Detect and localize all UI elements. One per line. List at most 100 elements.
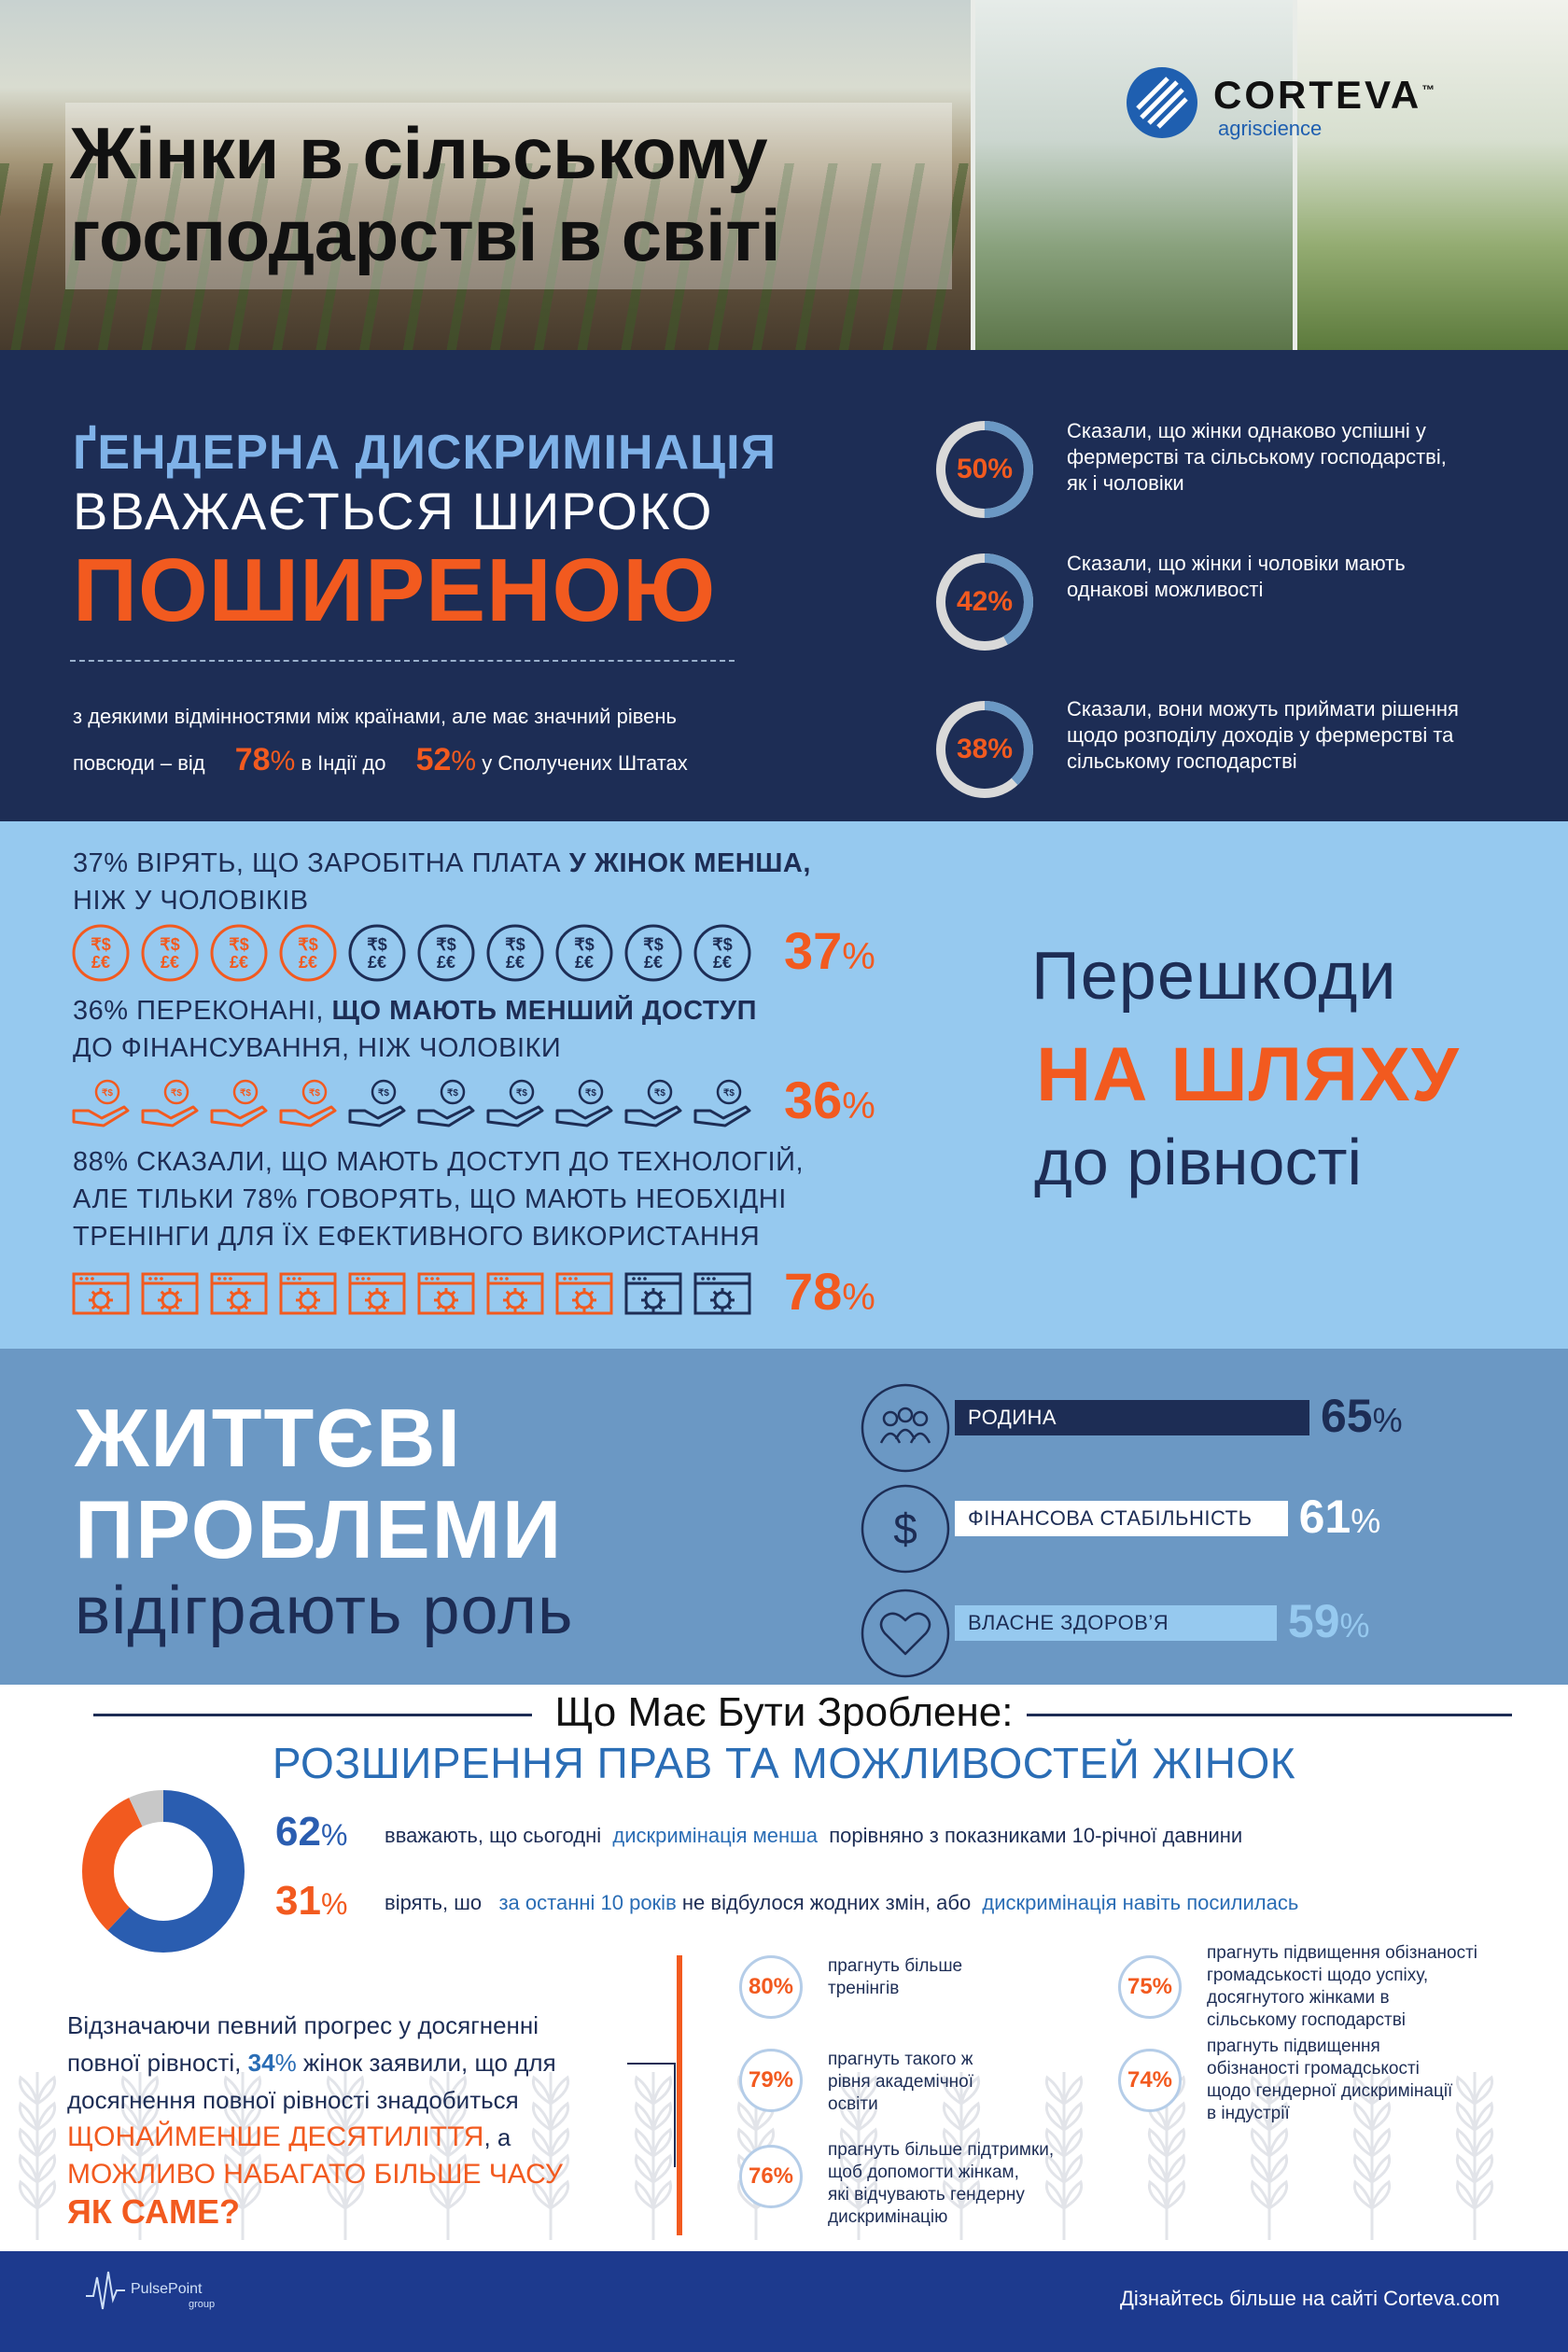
ring-fill [936,701,1033,798]
svg-text:$: $ [893,1505,917,1553]
browser-gear-icon [277,1265,339,1327]
barriers-heading-1: Перешкоди [1031,939,1397,1014]
svg-text:₹$: ₹$ [91,935,110,954]
life-percent: 65% [1321,1390,1403,1442]
svg-text:£€: £€ [230,953,248,972]
life-bar-label: ФІНАНСОВА СТАБІЛЬНІСТЬ [968,1506,1253,1530]
stat-62: 62% [275,1809,348,1855]
life-bar: РОДИНА [955,1400,1309,1435]
svg-text:₹$: ₹$ [436,935,455,954]
life-bar-label: РОДИНА [968,1406,1057,1429]
svg-text:₹$: ₹$ [643,935,663,954]
wish-text: прагнуть більше тренінгів [828,1956,963,1998]
barrier-percent: 36% [784,1071,875,1129]
discrimination-section [0,350,1568,821]
stat-62-text: вважають, що сьогодні дискримінація менш… [385,1824,1243,1847]
currency-coin-icon: ₹$ £€ [139,924,201,987]
currency-coin-icon: ₹$ £€ [208,924,270,987]
svg-text:₹$: ₹$ [102,1088,113,1099]
stat-ring: 50% [933,418,1036,521]
svg-text:£€: £€ [161,953,179,972]
currency-coin-icon: ₹$ £€ [553,924,615,987]
india-value: 78 [234,742,271,777]
heading-rule-left [93,1714,532,1716]
donut-segment [82,1790,245,1953]
browser-gear-icon [139,1265,201,1327]
svg-text:₹$: ₹$ [712,935,732,954]
currency-coin-icon: ₹$ £€ [346,924,408,987]
svg-text:£€: £€ [506,953,525,972]
browser-gear-icon [346,1265,408,1327]
svg-text:₹$: ₹$ [574,935,594,954]
title-backdrop [65,103,952,289]
discrimination-countries: повсюди – від 78% в Індії до 52% у Сполу… [73,742,688,777]
svg-text:₹$: ₹$ [723,1088,735,1099]
life-bar: ВЛАСНЕ ЗДОРОВ’Я [955,1605,1277,1641]
svg-text:£€: £€ [368,953,386,972]
ring-caption: Сказали, вони можуть приймати рішення що… [1067,697,1459,773]
svg-text:£€: £€ [299,953,317,972]
progress-paragraph: Відзначаючи певний прогрес у досягненні … [67,2011,563,2231]
discrimination-title-1: ҐЕНДЕРНА ДИСКРИМІНАЦІЯ [73,426,777,480]
ring-caption: Сказали, що жінки однаково успішні у фер… [1067,419,1447,495]
browser-gear-icon [415,1265,477,1327]
currency-coin-icon: ₹$ £€ [415,924,477,987]
dollar-icon: $ [859,1482,952,1575]
svg-text:₹$: ₹$ [240,1088,251,1099]
svg-text:₹$: ₹$ [585,1088,596,1099]
wish-percent: 76% [739,2145,803,2208]
discrimination-title-2: ВВАЖАЄТЬСЯ ШИРОКО [73,482,714,540]
barrier-icon-row [70,1265,761,1321]
hand-coin-icon: ₹$ [346,1073,408,1136]
stat-31: 31% [275,1878,348,1924]
hand-coin-icon: ₹$ [692,1073,753,1136]
barrier-icon-row: ₹$ ₹$ ₹$ ₹$ ₹$ ₹$ ₹$ ₹$ ₹$ ₹$ [70,1073,761,1129]
action-subheading: РОЗШИРЕННЯ ПРАВ ТА МОЖЛИВОСТЕЙ ЖІНОК [272,1739,1296,1787]
stat-ring: 42% [933,551,1036,653]
barrier-icon-row: ₹$ £€ ₹$ £€ ₹$ £€ ₹$ £€ ₹$ £€ ₹$ £€ ₹$ £€ ₹$ £€ ₹$ £€ ₹$ £€ [70,924,761,982]
dashed-divider [70,660,735,662]
ring-percent: 42% [956,586,1014,617]
barrier-text: 36% ПЕРЕКОНАНІ, ЩО МАЮТЬ МЕНШИЙ ДОСТУП ДО… [73,996,757,1063]
connector-line [627,2063,676,2167]
heart-icon [859,1587,952,1680]
wish-text: прагнуть такого ж рівня академічної осві… [828,2050,973,2114]
currency-coin-icon: ₹$ £€ [692,924,753,987]
corteva-logo: CORTEVA™ agriscience [1125,65,1498,149]
ring-caption: Сказали, що жінки і чоловіки мають однак… [1067,552,1406,601]
discrimination-title-3: ПОШИРЕНОЮ [73,540,717,640]
svg-text:₹$: ₹$ [654,1088,665,1099]
life-title-2: ПРОБЛЕМИ [75,1483,564,1575]
svg-text:₹$: ₹$ [447,1088,458,1099]
logo-subtitle: agriscience [1218,117,1323,140]
field-photo [0,0,971,350]
barriers-heading-3: до рівності [1034,1126,1363,1198]
svg-text:₹$: ₹$ [505,935,525,954]
svg-text:₹$: ₹$ [171,1088,182,1099]
pulsepoint-logo: PulsePoint group [84,2268,215,2317]
usa-value: 52 [415,742,452,777]
corteva-logo-mark-icon [1127,67,1197,138]
currency-coin-icon: ₹$ £€ [70,924,132,987]
svg-text:₹$: ₹$ [516,1088,527,1099]
browser-gear-icon [692,1265,753,1327]
life-title-1: ЖИТТЄВІ [75,1392,462,1484]
svg-text:£€: £€ [575,953,594,972]
hand-coin-icon: ₹$ [553,1073,615,1136]
barriers-section [0,821,1568,1349]
footer-link[interactable]: Дізнайтесь більше на сайті Corteva.com [1120,2287,1500,2310]
browser-gear-icon [553,1265,615,1327]
ring-percent: 38% [956,734,1014,764]
wish-percent: 75% [1118,1955,1182,2019]
logo-name: CORTEVA™ [1213,73,1438,117]
browser-gear-icon [70,1265,132,1327]
family-icon [859,1381,952,1475]
footer [0,2251,1568,2352]
hand-coin-icon: ₹$ [139,1073,201,1136]
hand-coin-icon: ₹$ [208,1073,270,1136]
title-line-2: господарстві в світі [70,194,781,276]
svg-text:₹$: ₹$ [309,1088,320,1099]
orange-divider [677,1955,682,2235]
progress-value: 34 [247,2049,275,2077]
